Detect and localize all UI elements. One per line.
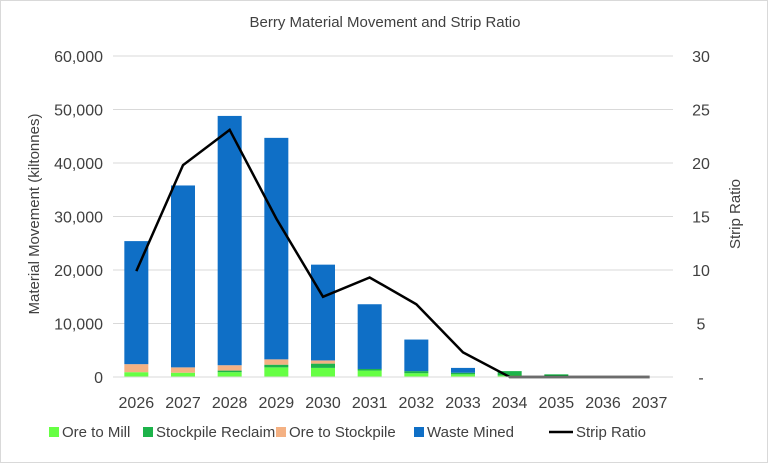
strip-ratio-line-group [136, 130, 649, 377]
bar-waste-mined [171, 185, 195, 367]
bar-stockpile-reclaim [451, 373, 475, 375]
bar-ore-to-stockpile [171, 367, 195, 372]
y2-axis-label: Strip Ratio [727, 179, 744, 249]
y-tick-label: 60,000 [54, 49, 103, 66]
x-tick-label: 2036 [585, 395, 621, 412]
axes: 0 10,000 20,000 30,000 40,000 50,000 60,000 - 5 1… [54, 49, 710, 412]
y2-tick-label: 15 [692, 210, 710, 227]
bar-waste-mined [264, 138, 288, 359]
legend: Ore to Mill Stockpile Reclaim Ore to Stock… [49, 424, 646, 441]
legend-label: Waste Mined [427, 424, 514, 441]
bar-ore-to-mill [358, 371, 382, 377]
x-tick-label: 2028 [212, 395, 248, 412]
bar-ore-to-mill [218, 372, 242, 377]
strip-ratio-line [136, 130, 649, 377]
bar-waste-mined [451, 368, 475, 373]
y2-tick-label: 25 [692, 103, 710, 120]
bar-waste-mined [358, 304, 382, 369]
bar-stockpile-reclaim [264, 365, 288, 368]
x-tick-label: 2031 [352, 395, 388, 412]
y-tick-label: 50,000 [54, 103, 103, 120]
bar-waste-mined [218, 116, 242, 365]
legend-label: Ore to Stockpile [289, 424, 396, 441]
x-tick-label: 2034 [492, 395, 528, 412]
y2-tick-label: 5 [697, 317, 706, 334]
y-tick-label: 10,000 [54, 317, 103, 334]
bar-ore-to-stockpile [218, 365, 242, 370]
chart-title: Berry Material Movement and Strip Ratio [250, 14, 521, 31]
x-tick-label: 2032 [399, 395, 435, 412]
x-tick-label: 2027 [165, 395, 201, 412]
legend-label: Stockpile Reclaim [156, 424, 275, 441]
x-tick-label: 2037 [632, 395, 668, 412]
bar-ore-to-mill [124, 372, 148, 377]
bar-stockpile-reclaim [218, 371, 242, 373]
y2-tick-label: 20 [692, 156, 710, 173]
y2-tick-label: 30 [692, 49, 710, 66]
bar-stockpile-reclaim [544, 374, 568, 376]
x-tick-label: 2030 [305, 395, 341, 412]
bar-waste-mined [311, 265, 335, 361]
y-axis-label: Material Movement (kiltonnes) [26, 114, 43, 315]
bar-waste-mined [124, 241, 148, 364]
x-tick-label: 2035 [539, 395, 575, 412]
bar-ore-to-mill [171, 373, 195, 377]
bar-waste-mined [404, 340, 428, 372]
x-tick-label: 2029 [259, 395, 295, 412]
bar-ore-to-stockpile [264, 359, 288, 364]
bar-ore-to-stockpile [311, 360, 335, 363]
bars [124, 116, 568, 377]
legend-swatch [276, 427, 286, 437]
legend-label: Strip Ratio [576, 424, 646, 441]
bar-ore-to-mill [264, 367, 288, 377]
y-tick-label: 40,000 [54, 156, 103, 173]
bar-ore-to-mill [311, 368, 335, 377]
gridlines [113, 56, 673, 324]
y-tick-label: 20,000 [54, 263, 103, 280]
y2-tick-label: - [698, 370, 703, 387]
legend-swatch [414, 427, 424, 437]
x-tick-label: 2026 [119, 395, 155, 412]
bar-ore-to-mill [404, 373, 428, 377]
legend-swatch [49, 427, 59, 437]
bar-ore-to-stockpile [124, 364, 148, 372]
legend-swatch [143, 427, 153, 437]
y2-tick-label: 10 [692, 263, 710, 280]
bar-stockpile-reclaim [404, 371, 428, 373]
y-tick-label: 0 [94, 370, 103, 387]
bar-stockpile-reclaim [311, 364, 335, 368]
legend-label: Ore to Mill [62, 424, 130, 441]
bar-stockpile-reclaim [358, 369, 382, 371]
y-tick-label: 30,000 [54, 210, 103, 227]
x-tick-label: 2033 [445, 395, 481, 412]
